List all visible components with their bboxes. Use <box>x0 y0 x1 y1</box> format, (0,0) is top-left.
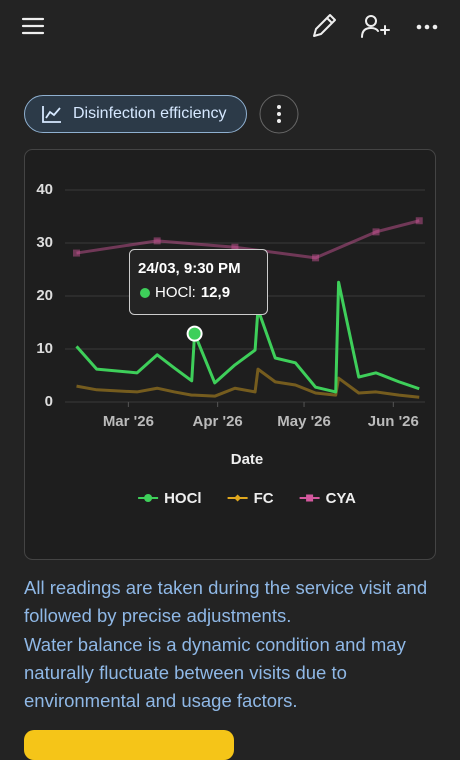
legend-label: CYA <box>326 490 356 507</box>
tooltip-swatch <box>140 288 150 298</box>
notes: All readings are taken during the servic… <box>24 574 444 715</box>
chart-icon <box>42 106 61 123</box>
y-tick-label: 30 <box>36 234 53 251</box>
y-tick-label: 40 <box>36 181 53 198</box>
data-point <box>73 249 81 257</box>
tooltip-box <box>129 249 268 315</box>
legend-item[interactable]: CYA <box>299 490 356 507</box>
hovered-point <box>186 325 203 342</box>
x-tick-label: Apr '26 <box>193 413 243 430</box>
data-point <box>415 217 423 225</box>
legend-label: FC <box>254 490 274 507</box>
y-tick-label: 10 <box>36 340 53 357</box>
series-line <box>76 367 420 399</box>
series-line <box>75 280 420 394</box>
x-tick-label: Mar '26 <box>103 413 154 430</box>
data-point <box>372 228 380 236</box>
chart: Date 0 10 20 30 40 Mar '26 Apr '26 May '26 Jun '… <box>24 149 436 560</box>
data-point <box>153 237 161 245</box>
note: All readings are taken during the servic… <box>24 577 428 627</box>
x-tick-label: Jun '26 <box>368 413 419 430</box>
legend-marker <box>306 494 314 502</box>
x-axis-title: Date <box>231 451 264 468</box>
legend-item[interactable]: HOCl <box>138 490 202 507</box>
primary-button[interactable] <box>24 730 234 760</box>
page: Disinfection efficiency Date 0 10 20 30 40 Ma… <box>21 14 444 760</box>
legend-marker <box>234 494 242 502</box>
legend-marker <box>144 494 153 502</box>
tooltip-value: 12,9 <box>201 284 230 301</box>
note: Water balance is a dynamic condition and… <box>24 633 406 712</box>
menu-button[interactable] <box>21 17 45 35</box>
x-tick-label: May '26 <box>277 413 331 430</box>
legend-label: HOCl <box>164 490 202 507</box>
chart-selector-chip[interactable]: Disinfection efficiency <box>24 95 247 133</box>
tooltip-label: HOCl: <box>155 284 196 301</box>
legend-item[interactable]: FC <box>227 490 274 507</box>
more-button[interactable] <box>416 24 438 30</box>
chart-card <box>24 149 436 560</box>
y-tick-label: 20 <box>36 287 53 304</box>
series-line <box>76 219 420 260</box>
data-point <box>312 254 320 262</box>
tooltip-title: 24/03, 9:30 PM <box>138 260 241 277</box>
toolbar <box>21 14 438 38</box>
data-point <box>231 243 239 251</box>
chart-options-button[interactable] <box>259 94 299 134</box>
chip-label: Disinfection efficiency <box>73 105 227 122</box>
add-user-button[interactable] <box>361 15 390 38</box>
edit-button[interactable] <box>313 14 336 37</box>
tooltip: 24/03, 9:30 PM HOCl: 12,9 <box>129 249 268 315</box>
y-tick-label: 0 <box>45 393 53 410</box>
